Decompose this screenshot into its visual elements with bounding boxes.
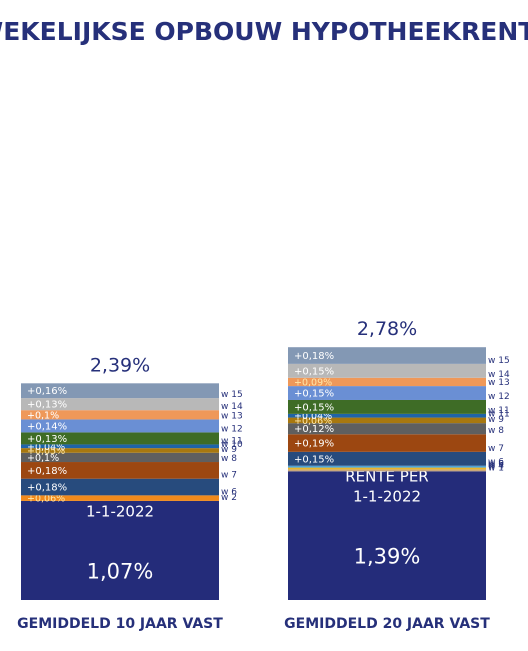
week-label: w 7 xyxy=(221,471,237,481)
increment-value-label: +0,1% xyxy=(27,453,59,464)
increment-value-label: +0,13% xyxy=(27,400,67,411)
bars-layer: RENTE PER 1-1-2022 1,07% +0,06% w 2 +0,18% w 6… xyxy=(17,318,510,632)
increment-value-label: +0,15% xyxy=(294,402,334,413)
increment-segment xyxy=(21,448,219,453)
week-label: w 2 xyxy=(221,493,237,503)
week-label: w 8 xyxy=(488,426,504,436)
increment-segment xyxy=(288,469,486,472)
increment-value-label: +0,15% xyxy=(294,366,334,377)
increment-value-label: +0,18% xyxy=(294,351,334,362)
increment-segment xyxy=(21,410,219,420)
base-label-line: 1-1-2022 xyxy=(353,488,421,506)
increment-value-label: +0,15% xyxy=(294,454,334,465)
increment-segment xyxy=(21,432,219,445)
increment-segment xyxy=(21,419,219,433)
week-label: w 15 xyxy=(488,356,510,366)
week-label: w 9 xyxy=(488,415,504,425)
increment-value-label: +0,14% xyxy=(27,421,67,432)
increment-segment xyxy=(288,465,486,468)
base-label-line: RENTE PER xyxy=(345,468,428,486)
increment-value-label: +0,16% xyxy=(27,386,67,397)
week-label: w 15 xyxy=(221,390,243,400)
week-label: w 7 xyxy=(488,444,504,454)
category-label: GEMIDDELD 10 JAAR VAST xyxy=(17,616,223,632)
week-label: w 13 xyxy=(488,378,510,388)
week-label: w 8 xyxy=(221,454,237,464)
increment-value-label: +0,18% xyxy=(27,483,67,494)
chart-title: WEKELIJKSE OPBOUW HYPOTHEEKRENTE xyxy=(0,17,528,46)
week-label: w 12 xyxy=(221,424,243,434)
increment-value-label: +0,12% xyxy=(294,424,334,435)
increment-segment xyxy=(288,467,486,470)
week-label: w 14 xyxy=(488,370,510,380)
increment-segment xyxy=(21,495,219,501)
week-label: w 10 xyxy=(221,440,243,450)
increment-segment xyxy=(288,434,486,452)
week-label: w 6 xyxy=(488,458,504,468)
week-label: w 9 xyxy=(221,445,237,455)
increment-value-label: +0,06% xyxy=(27,494,65,505)
increment-value-label: +0,05% xyxy=(27,446,65,457)
total-label: 2,78% xyxy=(357,318,417,340)
increment-segment xyxy=(288,413,486,418)
week-label: w 6 xyxy=(488,460,504,470)
increment-segment xyxy=(288,363,486,378)
increment-value-label: +0,04% xyxy=(294,411,332,422)
total-label: 2,39% xyxy=(90,354,150,376)
increment-segment xyxy=(288,399,486,414)
week-label: w 11 xyxy=(488,410,510,420)
increment-segment xyxy=(288,451,486,466)
increment-segment xyxy=(21,452,219,463)
increment-value-label: +0,04% xyxy=(27,442,65,453)
increment-segment xyxy=(21,462,219,479)
increment-segment xyxy=(288,377,486,387)
increment-value-label: +0,1% xyxy=(27,410,59,421)
base-value-label: 1,07% xyxy=(87,559,154,583)
increment-value-label: +0,15% xyxy=(294,389,334,400)
week-label: w 4 xyxy=(488,461,504,471)
increment-value-label: +0,09% xyxy=(294,377,332,388)
week-label: w 11 xyxy=(221,436,243,446)
increment-value-label: +0,13% xyxy=(27,434,67,445)
increment-segment xyxy=(21,444,219,449)
week-label: w 11 xyxy=(488,406,510,416)
increment-segment xyxy=(288,386,486,400)
category-label: GEMIDDELD 20 JAAR VAST xyxy=(284,616,490,632)
increment-value-label: +0,18% xyxy=(27,466,67,477)
increment-segment xyxy=(21,383,219,399)
increment-segment xyxy=(288,347,486,364)
base-label-line: 1-1-2022 xyxy=(86,502,154,520)
base-segment xyxy=(21,500,219,600)
increment-segment xyxy=(21,398,219,411)
week-label: w 13 xyxy=(221,411,243,421)
increment-value-label: +0,19% xyxy=(294,439,334,450)
week-label: w 6 xyxy=(221,487,237,497)
increment-value-label: +0,06% xyxy=(294,416,332,427)
base-value-label: 1,39% xyxy=(354,545,421,569)
week-label: w 1 xyxy=(488,463,504,473)
increment-segment xyxy=(288,417,486,424)
week-label: w 14 xyxy=(221,402,243,412)
increment-segment xyxy=(288,423,486,435)
week-label: w 12 xyxy=(488,392,510,402)
base-segment xyxy=(288,471,486,600)
increment-segment xyxy=(21,478,219,496)
